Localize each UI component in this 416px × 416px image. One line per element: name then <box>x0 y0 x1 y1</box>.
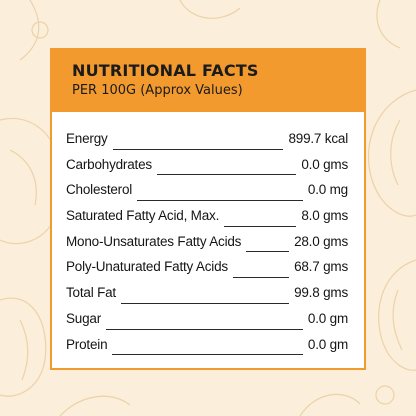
row-label: Mono-Unsaturates Fatty Acids <box>66 233 242 249</box>
row-leader-line <box>246 250 290 253</box>
nutrition-row-total-fat: Total Fat 99.8 gms <box>66 285 348 311</box>
row-label: Energy <box>66 131 108 146</box>
nutrition-table: Energy 899.7 kcal Carbohydrates 0.0 gms … <box>52 112 364 362</box>
row-label: Saturated Fatty Acid, Max. <box>66 208 220 224</box>
nutrition-row-cholesterol: Cholesterol 0.0 mg <box>66 182 348 208</box>
nutrition-facts-card: NUTRITIONAL FACTS PER 100G (Approx Value… <box>50 48 366 370</box>
row-leader-line <box>120 302 290 304</box>
nutrition-row-mono-unsaturates: Mono-Unsaturates Fatty Acids 28.0 gms <box>66 234 348 260</box>
row-leader-line <box>232 276 290 279</box>
row-label: Total Fat <box>66 285 116 301</box>
nutrition-row-protein: Protein 0.0 gm <box>66 337 348 363</box>
row-value: 0.0 gms <box>301 156 348 172</box>
nutrition-row-saturated-fatty-acid: Saturated Fatty Acid, Max. 8.0 gms <box>66 208 348 234</box>
row-label: Cholesterol <box>66 182 133 198</box>
row-leader-line <box>224 225 297 227</box>
row-label: Poly-Unaturated Fatty Acids <box>66 259 228 275</box>
nutrition-row-sugar: Sugar 0.0 gm <box>66 311 348 337</box>
nutrition-title: NUTRITIONAL FACTS <box>72 61 259 80</box>
row-label: Protein <box>66 336 108 352</box>
row-value: 899.7 kcal <box>288 131 348 146</box>
nutrition-row-energy: Energy 899.7 kcal <box>66 131 348 157</box>
row-value: 28.0 gms <box>294 233 348 249</box>
row-label: Sugar <box>66 310 102 326</box>
row-value: 68.7 gms <box>294 259 348 275</box>
row-value: 99.8 gms <box>294 285 348 301</box>
nutrition-row-carbohydrates: Carbohydrates 0.0 gms <box>66 157 348 183</box>
row-leader-line <box>137 199 303 202</box>
nutrition-row-poly-unsaturated: Poly-Unaturated Fatty Acids 68.7 gms <box>66 259 348 285</box>
row-value: 0.0 gm <box>307 336 348 352</box>
row-value: 0.0 mg <box>307 182 348 198</box>
row-leader-line <box>112 148 284 150</box>
nutrition-header: NUTRITIONAL FACTS PER 100G (Approx Value… <box>52 50 364 112</box>
row-label: Carbohydrates <box>66 156 152 172</box>
row-value: 0.0 gm <box>307 310 348 326</box>
row-leader-line <box>112 353 303 356</box>
row-value: 8.0 gms <box>301 208 348 224</box>
nutrition-subtitle: PER 100G (Approx Values) <box>72 83 243 98</box>
row-leader-line <box>156 173 297 176</box>
row-leader-line <box>106 328 303 330</box>
